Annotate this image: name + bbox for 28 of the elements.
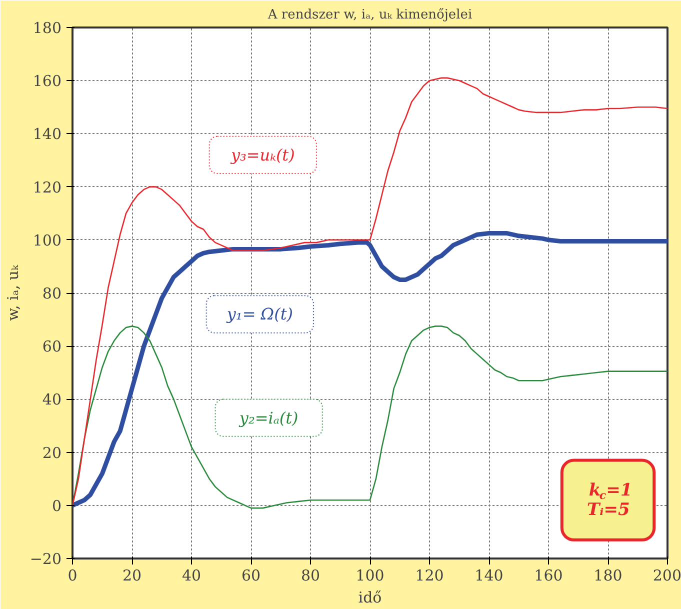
x-tick-label: 20: [122, 566, 142, 584]
chart-title: A rendszer w, iₐ, uₖ kimenőjelei: [266, 8, 472, 22]
x-tick-label: 160: [534, 566, 563, 584]
annotation: y₁= Ω(t): [226, 304, 293, 324]
y-tick-label: 120: [32, 178, 62, 196]
x-tick-label: 0: [68, 566, 78, 584]
x-tick-label: 100: [356, 566, 384, 584]
x-tick-label: 60: [241, 566, 261, 584]
y-tick-label: 140: [32, 125, 62, 144]
x-tick-label: 140: [474, 566, 504, 584]
y-tick-label: 0: [52, 496, 62, 515]
x-tick-label: 40: [182, 566, 202, 584]
x-tick-label: 120: [415, 566, 444, 584]
y-tick-label: 20: [42, 444, 62, 462]
annotation: y₃=uₖ(t): [230, 145, 295, 164]
annotation: y₂=iₐ(t): [238, 408, 298, 428]
x-tick-label: 180: [594, 566, 622, 584]
y-tick-label: −20: [30, 550, 62, 568]
y-tick-label: 160: [32, 72, 62, 90]
x-tick-label: 80: [300, 566, 320, 584]
x-tick-label: 200: [652, 566, 681, 584]
y-axis-title: w, iₐ, uₖ: [4, 264, 22, 321]
y-tick-label: 40: [42, 390, 62, 409]
y-tick-label: 100: [32, 231, 62, 250]
x-axis-title: idő: [358, 588, 382, 606]
y-tick-label: 180: [32, 19, 62, 37]
y-tick-label: 80: [42, 284, 62, 302]
y-tick-label: 60: [42, 338, 62, 356]
